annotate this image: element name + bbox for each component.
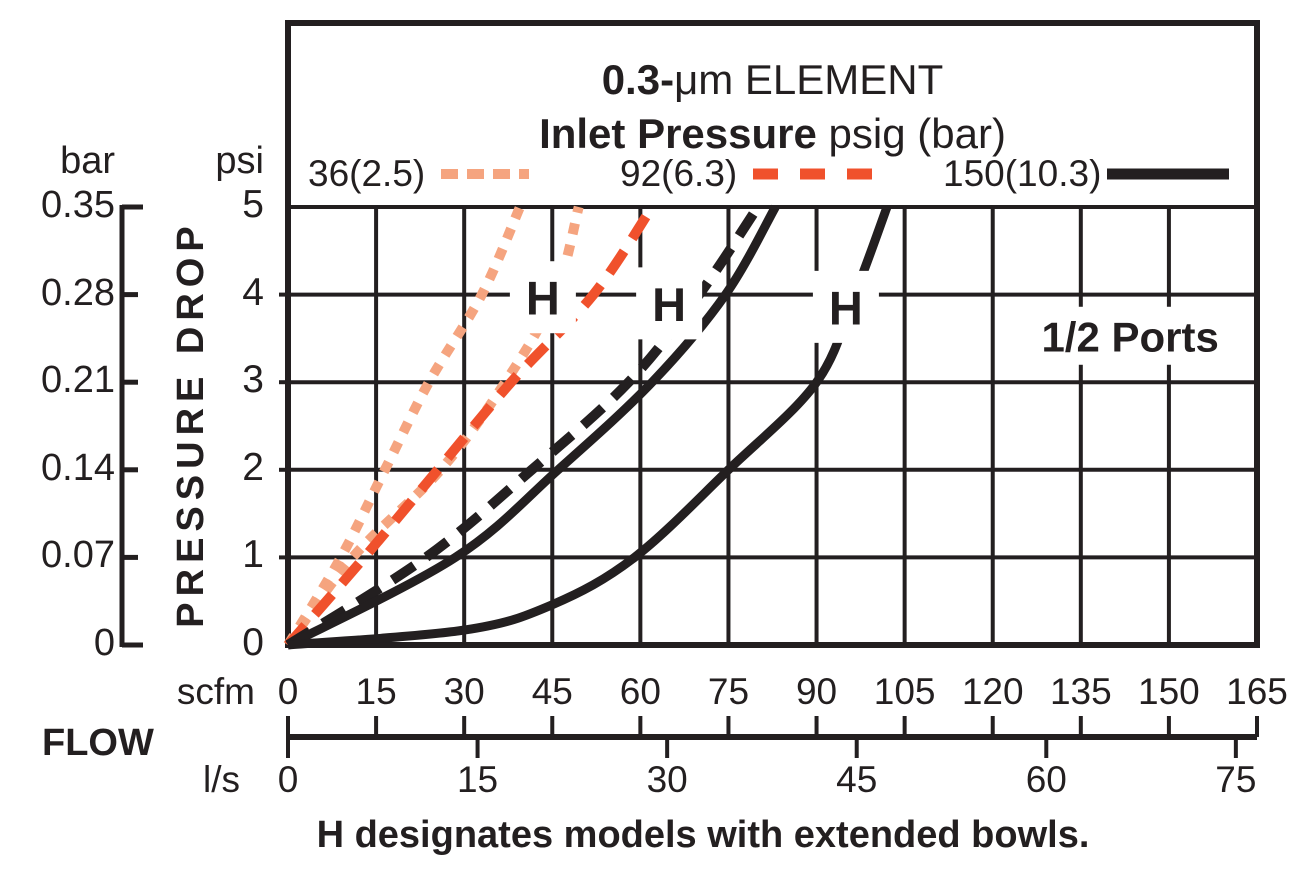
ports-annotation: 1/2 Ports [1041, 313, 1218, 360]
chart-frame [285, 20, 1260, 648]
scfm-tick-label: 150 [1138, 671, 1200, 712]
legend-item-92: 92(6.3) [620, 150, 874, 198]
bar-tick-label: 0 [93, 622, 115, 664]
h-marker-label: H [526, 272, 560, 325]
chart-title-bold: 0.3- [601, 56, 675, 103]
scfm-tick-label: 120 [961, 671, 1024, 712]
chart-title-rest: μm ELEMENT [674, 56, 944, 103]
h-note-caption: H designates models with extended bowls. [316, 814, 1090, 856]
psi-tick-label: 1 [242, 533, 264, 577]
scfm-tick-label: 135 [1049, 671, 1112, 712]
psi-tick-label: 0 [242, 621, 264, 664]
chart-subtitle: Inlet Pressure psig (bar) [288, 110, 1257, 158]
legend-line-solid-icon [1107, 168, 1230, 180]
scfm-tick-label: 105 [873, 671, 936, 712]
legend-item-150: 150(10.3) [943, 150, 1231, 198]
legend-line-dotted-icon [441, 169, 530, 179]
pressure-drop-axis-label: PRESSURE DROP [170, 220, 212, 628]
psi-tick-label: 3 [242, 358, 264, 402]
chart-title: 0.3-μm ELEMENT [288, 56, 1257, 104]
chart-subtitle-rest: psig (bar) [816, 110, 1006, 157]
scfm-tick-label: 90 [795, 671, 838, 712]
ls-tick-label: 0 [277, 759, 299, 800]
h-marker-label: H [652, 278, 686, 331]
bar-tick-label: 0.07 [41, 534, 115, 577]
scfm-unit-label: scfm [176, 671, 255, 712]
legend-item-36: 36(2.5) [308, 150, 531, 198]
h-marker-halo [812, 270, 879, 343]
scfm-tick-label: 30 [443, 671, 485, 712]
bar-tick-label: 0.14 [41, 446, 115, 489]
ports-annotation-halo [1011, 306, 1250, 365]
chart-subtitle-bold: Inlet Pressure [539, 110, 817, 157]
psi-tick-label: 5 [242, 183, 264, 226]
ls-tick-label: 30 [646, 759, 688, 800]
legend-label-36: 36(2.5) [308, 153, 426, 194]
psi-tick-label: 4 [242, 270, 264, 314]
flow-axis-label: FLOW [42, 722, 154, 764]
scfm-tick-label: 0 [277, 671, 299, 712]
h-marker-halo [509, 261, 576, 334]
psi-tick-label: 2 [242, 445, 264, 489]
scfm-tick-label: 75 [707, 671, 750, 712]
h-marker-label: H [829, 281, 863, 334]
curve-4 [285, 204, 780, 649]
bar-tick-label: 0.28 [41, 271, 115, 314]
curve-0 [283, 205, 525, 648]
ls-tick-label: 75 [1215, 759, 1257, 800]
legend-line-dashed-icon [753, 168, 874, 180]
scfm-tick-label: 60 [619, 671, 661, 712]
ls-unit-label: l/s [203, 759, 240, 800]
ls-tick-label: 15 [456, 759, 499, 800]
bar-tick-label: 0.35 [41, 184, 115, 226]
scfm-tick-label: 45 [531, 671, 573, 712]
legend-label-150: 150(10.3) [943, 153, 1102, 194]
legend-label-92: 92(6.3) [620, 153, 738, 194]
scfm-tick-label: 15 [355, 671, 397, 712]
ls-tick-label: 60 [1025, 759, 1067, 800]
h-marker-halo [636, 267, 703, 340]
psi-axis-header: psi [215, 140, 264, 182]
bar-tick-label: 0.21 [41, 359, 115, 402]
bar-axis-header: bar [60, 140, 115, 182]
ls-tick-label: 45 [836, 759, 878, 800]
scfm-tick-label: 165 [1226, 671, 1288, 712]
curve-2 [284, 204, 657, 649]
